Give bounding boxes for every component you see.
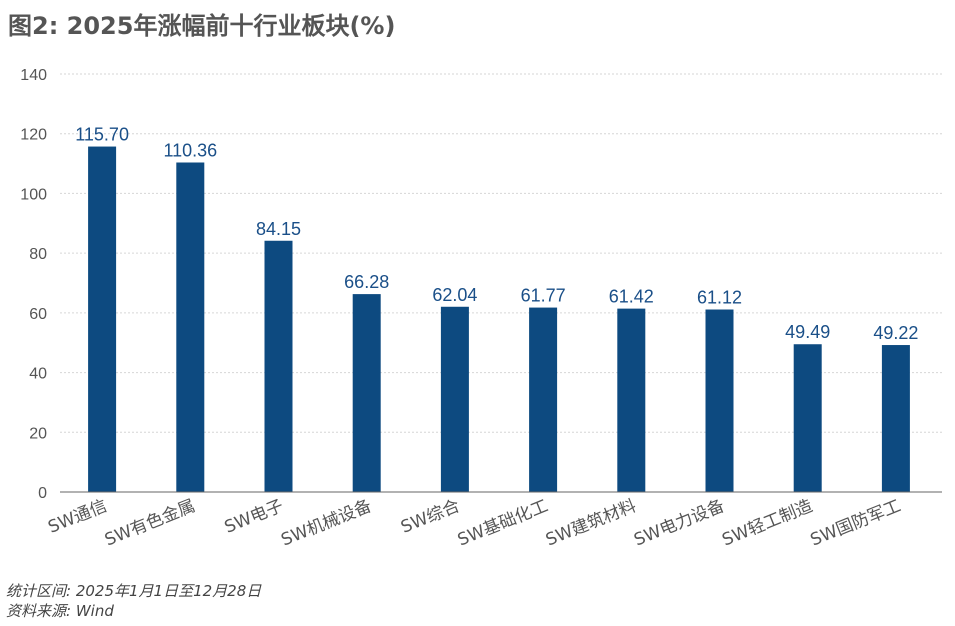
- value-label: 84.15: [256, 219, 301, 239]
- x-tick-label: SW有色金属: [102, 496, 198, 550]
- bar: [705, 309, 734, 492]
- value-label: 115.70: [75, 125, 129, 145]
- y-tick-label: 0: [38, 485, 47, 502]
- bar: [529, 307, 558, 492]
- value-label: 62.04: [432, 285, 477, 305]
- bar: [352, 294, 381, 492]
- y-axis-ticks: 0 20 40 60 80 100 120 140: [20, 67, 47, 502]
- x-tick-label: SW国防军工: [808, 496, 904, 550]
- value-label: 61.42: [609, 287, 654, 307]
- y-tick-label: 120: [20, 127, 47, 144]
- source-note: 资料来源: Wind: [6, 602, 114, 620]
- x-tick-label: SW综合: [398, 496, 463, 538]
- x-tick-label: SW建筑材料: [543, 496, 639, 550]
- value-label: 49.22: [873, 323, 918, 343]
- x-tick-label: SW轻工制造: [719, 496, 815, 550]
- period-note: 统计区间: 2025年1月1日至12月28日: [6, 582, 262, 600]
- bar: [264, 240, 293, 492]
- y-tick-label: 100: [20, 186, 47, 203]
- y-tick-label: 80: [29, 246, 47, 263]
- bar: [881, 345, 910, 492]
- chart-title: 图2: 2025年涨幅前十行业板块(%): [8, 12, 396, 40]
- value-label: 61.77: [521, 286, 566, 306]
- bars: [88, 146, 910, 492]
- value-label: 110.36: [163, 140, 217, 160]
- x-tick-label: SW机械设备: [278, 496, 374, 550]
- y-tick-label: 60: [29, 306, 47, 323]
- value-label: 61.12: [697, 288, 742, 308]
- bar: [793, 344, 822, 492]
- bar: [176, 162, 205, 492]
- x-tick-label: SW电力设备: [631, 496, 727, 550]
- bar: [88, 146, 117, 492]
- value-labels: 115.70 110.36 84.15 66.28 62.04 61.77 61.42 61.…: [75, 125, 918, 343]
- bar: [617, 308, 646, 492]
- value-label: 49.49: [785, 322, 830, 342]
- x-tick-label: SW电子: [222, 496, 287, 538]
- bar: [440, 306, 469, 492]
- y-tick-label: 40: [29, 366, 47, 383]
- y-tick-label: 140: [20, 67, 47, 84]
- x-tick-label: SW基础化工: [455, 496, 551, 550]
- gridlines: [60, 73, 942, 433]
- y-tick-label: 20: [29, 425, 47, 442]
- value-label: 66.28: [344, 272, 389, 292]
- x-tick-label: SW通信: [45, 496, 110, 538]
